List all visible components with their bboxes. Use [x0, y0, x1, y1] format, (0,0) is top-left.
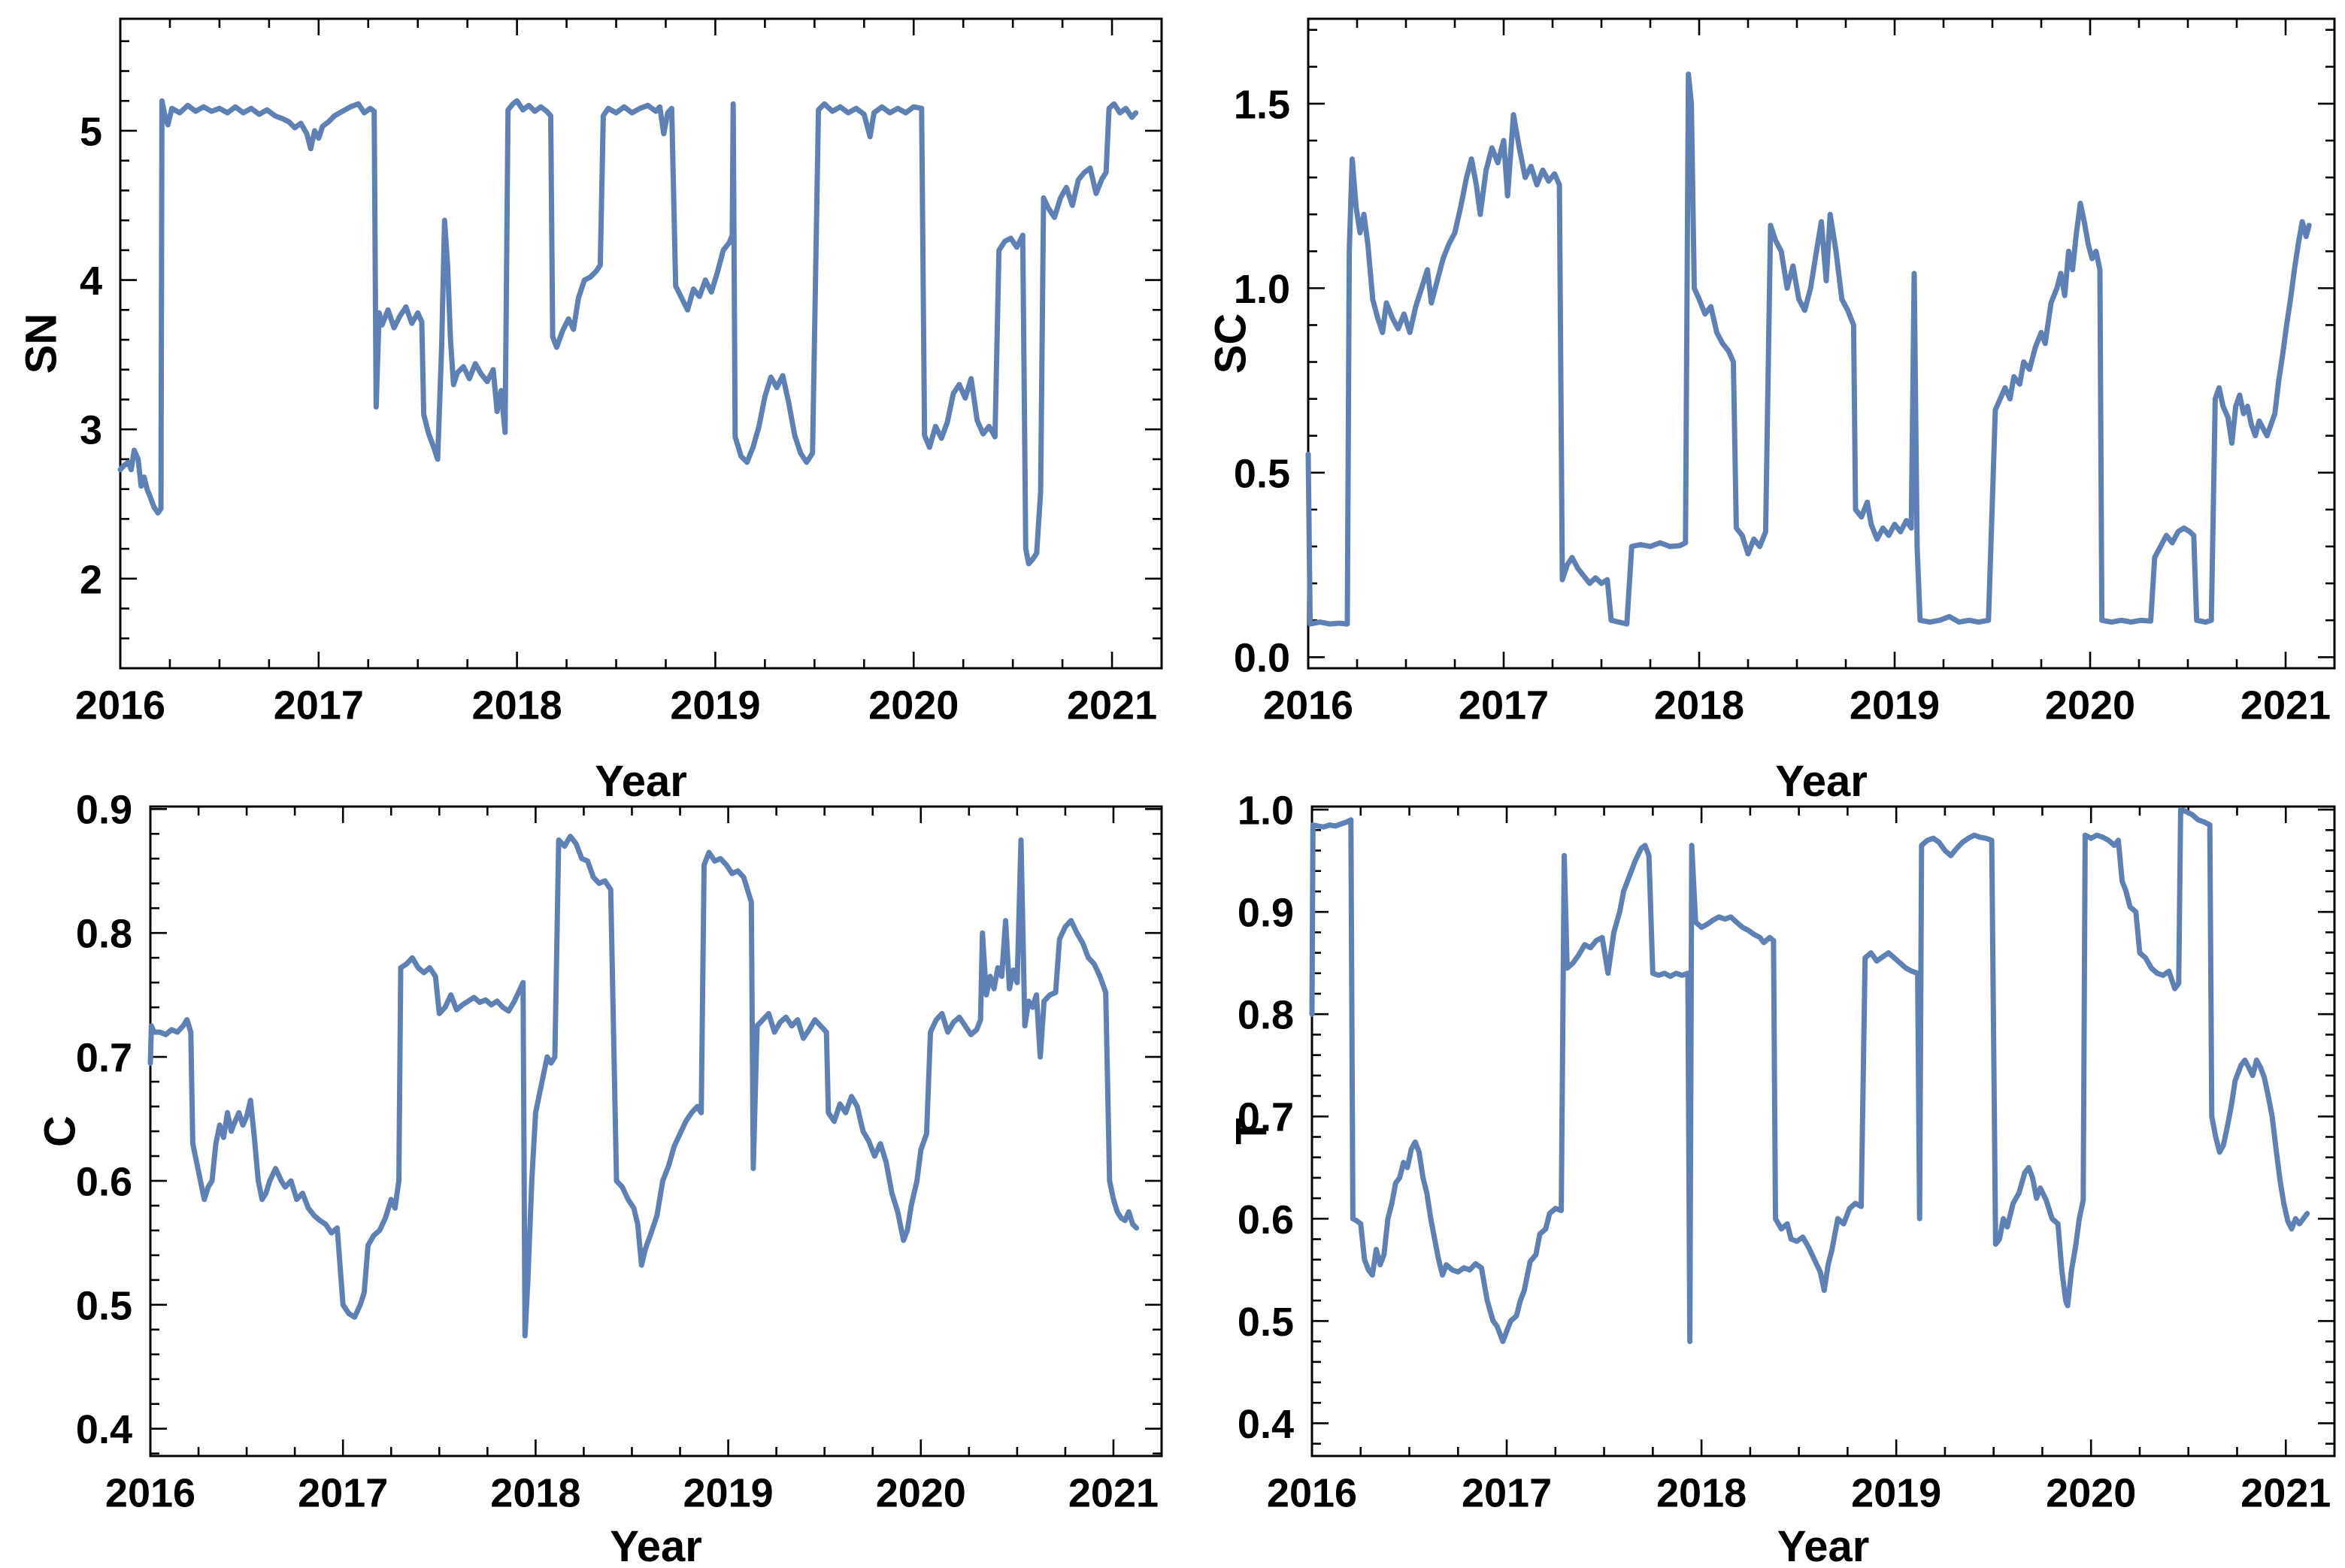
chart-panel-sn: 2016 2017 2018 2019 2020 2021 2 3 4 5 Year SN: [17, 17, 1163, 806]
series-line-t: [1309, 807, 2310, 1345]
x-axis-label-sn: Year: [595, 757, 687, 806]
x-tick-label: 2019: [1851, 1470, 1941, 1515]
chart-panel-c: 2016 2017 2018 2019 2020 2021 0.4 0.5 0.6 0.7 0.8 0…: [36, 788, 1163, 1568]
y-tick-label: 3: [80, 408, 102, 453]
x-tick-label: 2020: [2046, 1470, 2136, 1515]
y-tick-label: 0.5: [76, 1283, 132, 1328]
y-tick-label: 1.0: [1238, 789, 1294, 834]
x-tick-label: 2020: [868, 683, 959, 728]
x-tick-label: 2016: [75, 683, 165, 728]
y-tick-label: 0.9: [1238, 891, 1294, 936]
x-tick-label: 2018: [472, 683, 562, 728]
x-tick-label: 2019: [683, 1470, 774, 1515]
y-tick-label: 0.7: [1238, 1095, 1294, 1140]
x-tick-label: 2021: [1068, 1470, 1159, 1515]
x-tick-label: 2021: [2240, 1470, 2331, 1515]
plot-frame: [119, 17, 1163, 670]
y-tick-label: 0.6: [76, 1159, 132, 1204]
plot-frame: [1310, 805, 2336, 1458]
y-tick-label: 0.8: [76, 912, 132, 957]
x-tick-label: 2019: [670, 683, 760, 728]
y-axis-label-sc: SC: [1207, 313, 1256, 374]
axis-ticks: [1310, 807, 2336, 1456]
x-tick-label: 2020: [2045, 683, 2135, 728]
y-tick-label: 2: [80, 557, 102, 602]
y-axis-label-c: C: [36, 1115, 85, 1147]
y-tick-label: 0.6: [1238, 1197, 1294, 1243]
y-tick-label: 1.5: [1234, 82, 1290, 127]
x-tick-label: 2021: [2240, 683, 2331, 728]
x-tick-label: 2018: [490, 1470, 580, 1515]
y-tick-label: 4: [80, 259, 102, 304]
series-line-c: [147, 834, 1140, 1339]
y-axis-label-sn: SN: [17, 313, 66, 374]
y-tick-label: 0.9: [76, 788, 132, 833]
y-axis-label-t: T: [1228, 1118, 1277, 1144]
x-tick-label: 2017: [1459, 683, 1549, 728]
series-line-sc: [1305, 71, 2312, 627]
x-tick-label: 2018: [1656, 1470, 1747, 1515]
x-tick-label: 2016: [105, 1470, 195, 1515]
x-tick-label: 2016: [1263, 683, 1353, 728]
series-line-sn: [117, 98, 1139, 567]
x-tick-label: 2017: [298, 1470, 388, 1515]
x-tick-label: 2017: [274, 683, 364, 728]
y-tick-label: 5: [80, 109, 102, 154]
x-tick-label: 2021: [1067, 683, 1157, 728]
y-tick-label: 0.4: [1238, 1402, 1294, 1447]
plot-frame: [1307, 17, 2336, 670]
axis-ticks: [1307, 19, 2336, 668]
x-axis-label-t: Year: [1777, 1522, 1870, 1568]
y-tick-label: 0.5: [1234, 451, 1290, 496]
x-tick-label: 2016: [1267, 1470, 1357, 1515]
x-tick-label: 2018: [1654, 683, 1744, 728]
x-tick-label: 2017: [1462, 1470, 1552, 1515]
axis-ticks: [119, 19, 1163, 670]
y-tick-label: 0.7: [76, 1036, 132, 1081]
y-tick-label: 0.8: [1238, 993, 1294, 1038]
x-axis-label-sc: Year: [1775, 757, 1868, 806]
chart-panel-sc: 2016 2017 2018 2019 2020 2021 0.0 0.5 1.0 1.5 Year…: [1207, 17, 2336, 806]
plot-frame: [149, 805, 1163, 1458]
y-tick-label: 1.0: [1234, 267, 1290, 312]
y-tick-label: 0.0: [1234, 636, 1290, 681]
x-tick-label: 2020: [876, 1470, 966, 1515]
x-axis-label-c: Year: [610, 1522, 702, 1568]
x-tick-label: 2019: [1850, 683, 1940, 728]
y-tick-label: 0.4: [76, 1407, 132, 1452]
axis-ticks: [149, 807, 1163, 1456]
y-tick-label: 0.5: [1238, 1300, 1294, 1345]
chart-panel-t: 2016 2017 2018 2019 2020 2021 0.4 0.5 0.6 0.7 0.8 0…: [1228, 789, 2336, 1568]
